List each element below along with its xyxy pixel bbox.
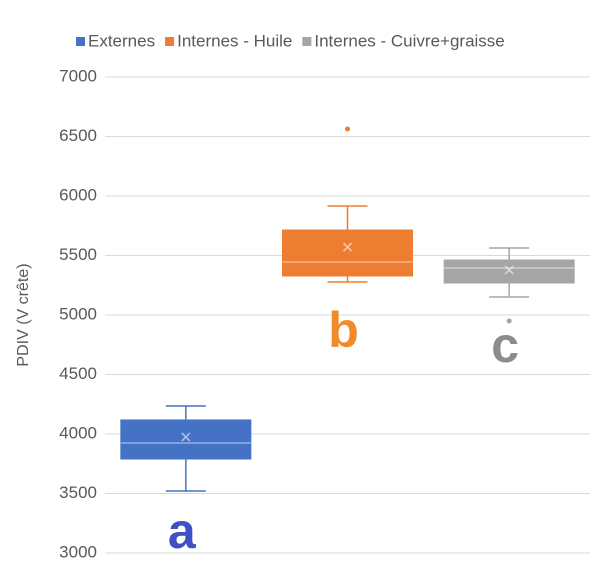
mean-marker [181, 432, 191, 442]
y-tick-label: 3000 [59, 542, 97, 561]
legend-label: Externes [88, 31, 155, 50]
annotation: a [168, 503, 197, 559]
legend-swatch [76, 37, 85, 46]
y-tick-label: 4500 [59, 364, 97, 383]
outlier [506, 318, 512, 324]
y-tick-label: 7000 [59, 66, 97, 85]
y-tick-label: 4000 [59, 423, 97, 442]
y-tick-label: 3500 [59, 483, 97, 502]
box [282, 229, 413, 277]
y-tick-label: 5500 [59, 245, 97, 264]
legend-swatch [165, 37, 175, 46]
y-tick-label: 6500 [59, 126, 97, 145]
legend-swatch [302, 37, 312, 46]
y-tick-label: 5000 [59, 304, 97, 323]
annotation: c [491, 317, 519, 373]
box [443, 259, 575, 284]
outlier [345, 126, 350, 132]
y-axis-label: PDIV (V crête) [15, 263, 32, 366]
y-tick-label: 6000 [59, 185, 97, 204]
legend-label: Internes - Huile [177, 31, 292, 50]
annotation: b [328, 302, 359, 358]
mean-marker [342, 242, 353, 252]
box [120, 419, 252, 460]
mean-marker [504, 265, 514, 275]
legend-label: Internes - Cuivre+graisse [314, 31, 504, 50]
